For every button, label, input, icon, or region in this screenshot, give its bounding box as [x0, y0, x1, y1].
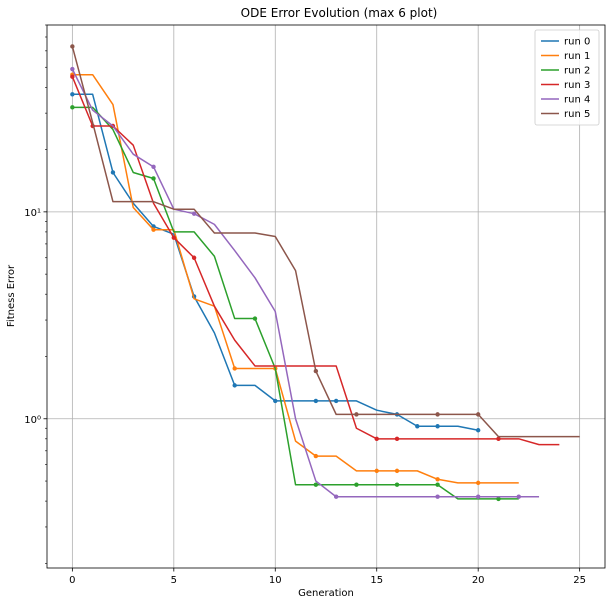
- chart-title: ODE Error Evolution (max 6 plot): [241, 6, 438, 20]
- x-tick-label: 5: [171, 575, 177, 586]
- data-point: [70, 92, 75, 97]
- series-4: [70, 66, 540, 499]
- y-axis: 10⁰ 10¹: [24, 24, 47, 564]
- data-point: [273, 398, 278, 404]
- data-point: [313, 398, 319, 404]
- data-point: [151, 164, 156, 170]
- x-tick-label: 0: [69, 575, 75, 586]
- data-point: [496, 436, 501, 442]
- plot-frame: [46, 24, 606, 569]
- series-5: [70, 44, 580, 438]
- data-point: [435, 482, 440, 487]
- x-tick-label: 10: [269, 575, 282, 586]
- data-point: [354, 412, 359, 417]
- series-line: [72, 73, 519, 484]
- data-point: [415, 424, 420, 429]
- data-point: [70, 105, 75, 110]
- data-point: [70, 66, 75, 72]
- data-point: [475, 412, 481, 417]
- data-point: [374, 468, 379, 474]
- data-point: [151, 227, 156, 232]
- plot-background: [47, 25, 605, 568]
- x-tick-label: 15: [370, 575, 383, 586]
- legend-label: run 1: [564, 51, 590, 62]
- data-point: [394, 436, 400, 442]
- data-point: [70, 74, 75, 79]
- x-tick-label: 20: [472, 575, 485, 586]
- data-point: [333, 398, 339, 404]
- data-point: [516, 494, 521, 499]
- data-point: [435, 494, 440, 499]
- data-point: [435, 424, 440, 429]
- y-tick-label: 10⁰: [24, 415, 41, 426]
- data-point: [110, 170, 116, 175]
- data-point: [232, 383, 237, 388]
- series-line: [71, 76, 560, 446]
- data-point: [313, 482, 319, 487]
- legend-box: [534, 29, 600, 126]
- data-point: [191, 211, 197, 216]
- data-point: [171, 235, 177, 240]
- series-2: [70, 105, 519, 502]
- data-point: [475, 428, 481, 433]
- data-point: [374, 436, 379, 442]
- x-tick-label: 25: [573, 575, 586, 586]
- data-point: [70, 44, 75, 49]
- data-point: [232, 366, 237, 371]
- legend-label: run 2: [564, 66, 590, 77]
- data-point: [475, 494, 481, 499]
- data-point: [333, 494, 339, 499]
- data-point: [354, 482, 359, 487]
- x-axis-label: Generation: [298, 588, 354, 599]
- legend-label: run 0: [564, 37, 590, 48]
- legend-label: run 4: [564, 95, 590, 106]
- data-point: [313, 453, 319, 459]
- legend-label: run 5: [564, 109, 590, 120]
- data-point: [435, 412, 440, 417]
- y-axis-label: Fitness Error: [6, 264, 17, 327]
- data-point: [313, 368, 319, 374]
- y-tick-label: 10¹: [24, 208, 41, 219]
- series-layer: [70, 44, 580, 502]
- legend-label: run 3: [564, 80, 590, 91]
- data-point: [475, 480, 481, 486]
- data-point: [394, 468, 400, 474]
- legend: run 0 run 1 run 2 run 3 run 4 run 5: [534, 29, 600, 126]
- x-axis: 0 5 10 15 20 25: [69, 568, 586, 586]
- data-point: [435, 477, 440, 482]
- series-line: [71, 68, 540, 498]
- data-point: [394, 482, 400, 487]
- data-point: [252, 316, 258, 321]
- data-point: [496, 496, 501, 502]
- series-line: [71, 46, 580, 438]
- series-line: [72, 106, 519, 500]
- data-point: [191, 255, 197, 260]
- plot-area: [46, 24, 606, 569]
- series-1: [70, 72, 519, 486]
- data-point: [151, 176, 156, 181]
